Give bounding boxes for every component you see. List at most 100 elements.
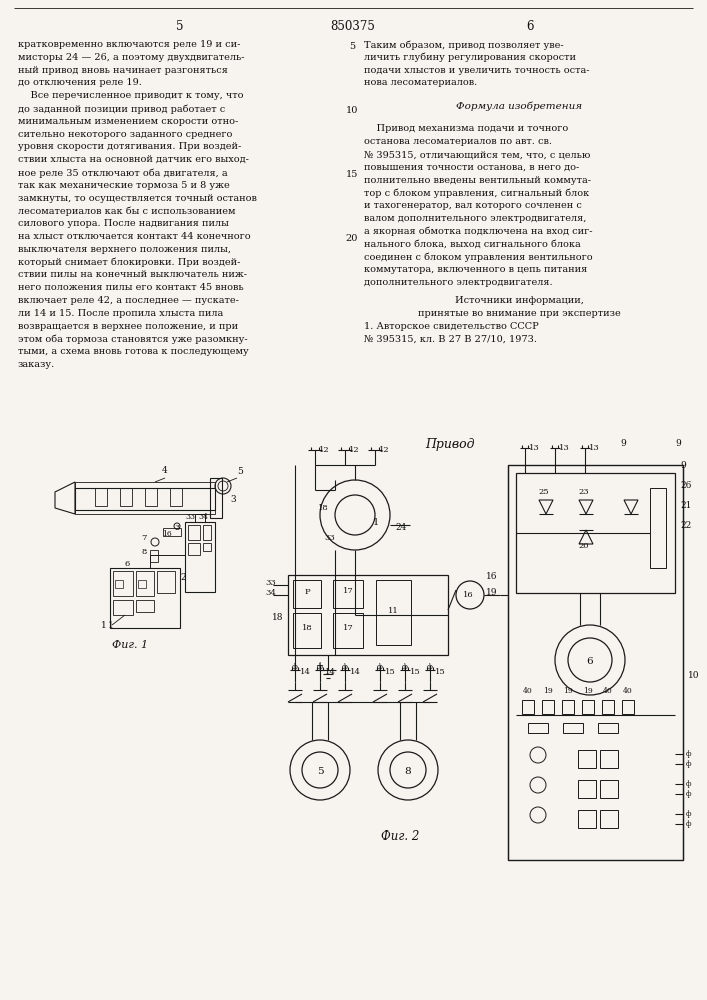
Text: ф: ф (686, 750, 691, 758)
Text: 20: 20 (346, 234, 358, 243)
Text: 19: 19 (563, 687, 573, 695)
Bar (333, 613, 363, 648)
Text: соединен с блоком управления вентильного: соединен с блоком управления вентильного (364, 252, 592, 262)
Bar (185, 522, 215, 592)
Text: 22: 22 (680, 521, 691, 530)
Text: который снимает блокировки. При воздей-: который снимает блокировки. При воздей- (18, 258, 240, 267)
Bar (600, 750, 618, 768)
Text: так как механические тормоза 5 и 8 уже: так как механические тормоза 5 и 8 уже (18, 181, 230, 190)
Bar (578, 780, 596, 798)
Text: 8: 8 (141, 548, 147, 556)
Text: нального блока, выход сигнального блока: нального блока, выход сигнального блока (364, 240, 580, 249)
Text: коммутатора, включенного в цепь питания: коммутатора, включенного в цепь питания (364, 265, 588, 274)
Text: 33: 33 (185, 513, 195, 521)
Text: выключателя верхнего положения пилы,: выключателя верхнего положения пилы, (18, 245, 231, 254)
Bar (120, 488, 132, 506)
Bar (157, 571, 175, 593)
Text: до заданной позиции привод работает с: до заданной позиции привод работает с (18, 104, 226, 113)
Text: 16: 16 (486, 572, 498, 581)
Text: мисторы 24 — 26, а поэтому двухдвигатель-: мисторы 24 — 26, а поэтому двухдвигатель… (18, 53, 245, 62)
Text: Привод: Привод (425, 438, 474, 451)
Bar (113, 571, 133, 596)
Text: 40: 40 (623, 687, 633, 695)
Text: лесоматериалов как бы с использованием: лесоматериалов как бы с использованием (18, 206, 235, 216)
Text: 14: 14 (350, 668, 361, 676)
Bar (508, 465, 683, 860)
Text: Фиг. 1: Фиг. 1 (112, 640, 148, 650)
Bar (75, 488, 215, 510)
Bar (195, 514, 205, 522)
Bar (293, 613, 321, 648)
Text: № 395315, отличающийся тем, что, с целью: № 395315, отличающийся тем, что, с целью (364, 150, 590, 159)
Text: нова лесоматериалов.: нова лесоматериалов. (364, 78, 477, 87)
Bar (110, 568, 180, 628)
Text: Р: Р (304, 588, 310, 596)
Text: 18: 18 (271, 613, 283, 622)
Bar (136, 571, 154, 596)
Text: 16: 16 (462, 591, 473, 599)
Text: 24: 24 (395, 523, 407, 532)
Text: 3: 3 (230, 495, 235, 504)
Text: ф: ф (686, 780, 691, 788)
Text: 4: 4 (162, 466, 168, 475)
Text: ф: ф (686, 760, 691, 768)
Bar (600, 810, 618, 828)
Text: 9: 9 (675, 439, 681, 448)
Bar (188, 543, 200, 555)
Text: и тахогенератор, вал которого сочленен с: и тахогенератор, вал которого сочленен с (364, 201, 582, 210)
Text: него положения пилы его контакт 45 вновь: него положения пилы его контакт 45 вновь (18, 283, 244, 292)
Bar (376, 580, 411, 645)
Text: ный привод вновь начинает разгоняться: ный привод вновь начинает разгоняться (18, 66, 228, 75)
Bar (578, 810, 596, 828)
Bar (210, 478, 222, 518)
Text: 3: 3 (175, 524, 180, 532)
Bar (528, 723, 548, 733)
Text: 11: 11 (387, 607, 398, 615)
Text: 40: 40 (523, 687, 533, 695)
Text: 19: 19 (583, 687, 593, 695)
Bar (563, 723, 583, 733)
Text: 15: 15 (435, 668, 445, 676)
Text: Все перечисленное приводит к тому, что: Все перечисленное приводит к тому, что (18, 91, 243, 100)
Text: этом оба тормоза становятся уже разомкну-: этом оба тормоза становятся уже разомкну… (18, 334, 247, 344)
Text: Привод механизма подачи и точного: Привод механизма подачи и точного (364, 124, 568, 133)
Text: 6: 6 (587, 658, 593, 666)
Text: ф: ф (317, 663, 323, 671)
Text: ствии пилы на конечный выключатель ниж-: ствии пилы на конечный выключатель ниж- (18, 270, 247, 279)
Text: 18: 18 (302, 624, 312, 632)
Text: подачи хлыстов и увеличить точность оста-: подачи хлыстов и увеличить точность оста… (364, 66, 590, 75)
Text: а якорная обмотка подключена на вход сиг-: а якорная обмотка подключена на вход сиг… (364, 227, 592, 236)
Text: 9: 9 (620, 439, 626, 448)
Text: 10: 10 (688, 670, 699, 680)
Text: валом дополнительного электродвигателя,: валом дополнительного электродвигателя, (364, 214, 586, 223)
Bar (578, 750, 596, 768)
Bar (516, 473, 675, 593)
Text: 8: 8 (404, 768, 411, 776)
Bar (602, 700, 614, 714)
Bar (136, 600, 154, 612)
Bar (288, 575, 448, 655)
Text: на хлыст отключается контакт 44 конечного: на хлыст отключается контакт 44 конечног… (18, 232, 250, 241)
Text: замкнуты, то осуществляется точный останов: замкнуты, то осуществляется точный остан… (18, 194, 257, 203)
Text: 13: 13 (589, 444, 600, 452)
Text: ли 14 и 15. После пропила хлыста пила: ли 14 и 15. После пропила хлыста пила (18, 309, 223, 318)
Bar (113, 600, 133, 615)
Bar (138, 580, 146, 588)
Text: ф: ф (686, 810, 691, 818)
Bar (203, 543, 211, 551)
Text: ф: ф (292, 663, 298, 671)
Text: уровня скорости дотягивания. При воздей-: уровня скорости дотягивания. При воздей- (18, 142, 241, 151)
Text: 17: 17 (343, 624, 354, 632)
Text: 14: 14 (325, 668, 336, 676)
Bar (188, 525, 200, 540)
Bar (600, 780, 618, 798)
Text: ное реле 35 отключают оба двигателя, а: ное реле 35 отключают оба двигателя, а (18, 168, 228, 178)
Text: 33: 33 (325, 534, 335, 542)
Bar (582, 700, 594, 714)
Text: 5: 5 (317, 768, 323, 776)
Bar (95, 488, 107, 506)
Text: 19: 19 (543, 687, 553, 695)
Text: 26: 26 (680, 481, 691, 490)
Text: 10: 10 (346, 106, 358, 115)
Text: силового упора. После надвигания пилы: силового упора. После надвигания пилы (18, 219, 229, 228)
